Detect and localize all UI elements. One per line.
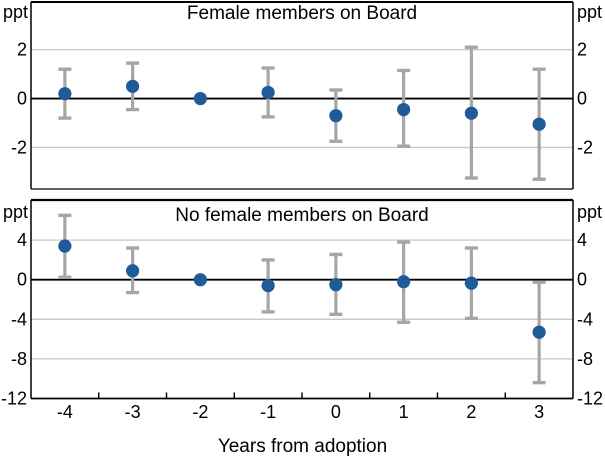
y-tick-label-right: 0 <box>577 89 587 109</box>
y-tick-label-right: 0 <box>577 270 587 290</box>
y-tick-label-left: 0 <box>17 270 27 290</box>
data-point <box>464 106 478 120</box>
data-point <box>329 278 343 292</box>
y-tick-label-left: -12 <box>1 389 27 409</box>
data-point <box>126 79 140 93</box>
x-tick-label: 3 <box>534 402 544 422</box>
data-point <box>58 239 72 253</box>
x-tick-label: -3 <box>125 402 141 422</box>
x-tick-label: 2 <box>466 402 476 422</box>
panel-title-female-board: Female members on Board <box>186 3 418 24</box>
data-point <box>193 273 207 287</box>
unit-label-top-left: ppt <box>3 2 29 22</box>
y-tick-label-left: 4 <box>17 230 27 250</box>
data-point <box>58 87 72 101</box>
y-tick-label-right: 2 <box>577 40 587 60</box>
y-tick-label-right: -8 <box>577 349 593 369</box>
data-point <box>261 85 275 100</box>
x-tick-label: -4 <box>57 402 73 422</box>
unit-label-bottom-left: ppt <box>3 202 29 222</box>
y-tick-label-right: -4 <box>577 309 593 329</box>
y-tick-label-left: -8 <box>11 349 27 369</box>
x-tick-label: 0 <box>331 402 341 422</box>
y-tick-label-left: 0 <box>17 89 27 109</box>
x-tick-label: -2 <box>192 402 208 422</box>
y-tick-label-right: -2 <box>577 137 593 157</box>
data-point <box>464 276 478 290</box>
unit-label-top-right: ppt <box>577 2 603 22</box>
unit-label-bottom-right: ppt <box>577 202 603 222</box>
x-tick-label: 1 <box>399 402 409 422</box>
data-point <box>532 117 546 131</box>
data-point <box>397 102 411 117</box>
data-point <box>261 279 275 293</box>
data-point <box>329 109 343 123</box>
x-axis-title: Years from adoption <box>217 436 388 457</box>
data-point <box>193 91 207 106</box>
y-tick-label-right: 4 <box>577 230 587 250</box>
x-tick-label: -1 <box>260 402 276 422</box>
y-tick-label-left: 2 <box>17 40 27 60</box>
y-tick-label-left: -2 <box>11 137 27 157</box>
panel-title-no-female-board: No female members on Board <box>175 205 429 226</box>
y-tick-label-left: -4 <box>11 309 27 329</box>
y-tick-label-right: -12 <box>577 389 603 409</box>
data-point <box>126 264 140 278</box>
data-point <box>397 275 411 289</box>
data-point <box>532 325 546 339</box>
